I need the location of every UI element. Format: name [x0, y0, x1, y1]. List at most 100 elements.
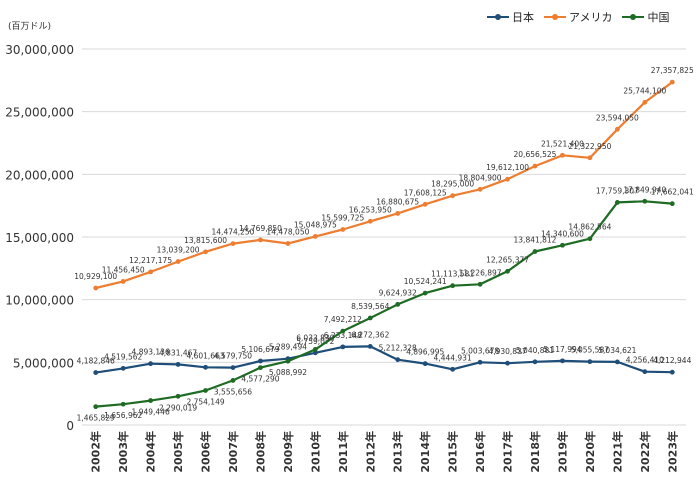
data-label-china: 9,624,932 — [379, 288, 417, 297]
data-point-usa — [395, 211, 401, 216]
data-point-japan — [120, 365, 126, 371]
data-point-usa — [587, 155, 593, 161]
data-label-usa: 14,478,050 — [266, 228, 309, 237]
data-point-japan — [669, 369, 675, 375]
data-point-japan — [505, 360, 510, 366]
data-label-japan: 4,831,467 — [159, 348, 197, 357]
data-label-china: 11,113,581 — [431, 270, 474, 279]
y-unit-label: (百万ドル) — [8, 22, 52, 32]
data-label-china: 6,033,830 — [296, 333, 334, 342]
x-tick-label: 2008年 — [253, 431, 267, 473]
chart-legend: 日本 アメリカ 中国 — [487, 9, 669, 25]
x-tick-label: 2019年 — [555, 431, 569, 473]
data-label-china: 17,849,940 — [623, 185, 666, 194]
data-point-china — [642, 198, 648, 204]
data-label-usa: 15,599,725 — [321, 213, 364, 222]
data-label-usa: 13,815,600 — [184, 236, 227, 245]
data-point-usa — [642, 99, 648, 105]
data-label-japan: 6,272,362 — [351, 330, 389, 339]
data-label-usa: 20,656,525 — [514, 150, 557, 159]
data-label-japan: 4,212,944 — [653, 356, 691, 365]
data-point-japan — [203, 364, 208, 370]
x-tick-label: 2020年 — [583, 431, 597, 473]
data-point-china — [285, 358, 291, 364]
data-label-japan: 4,930,837 — [488, 347, 526, 356]
y-tick-label: 15,000,000 — [5, 231, 74, 245]
data-label-japan: 4,896,995 — [406, 348, 444, 357]
data-label-usa: 19,612,100 — [486, 163, 529, 172]
data-label-china: 10,524,241 — [404, 277, 447, 286]
data-point-china — [560, 242, 565, 248]
data-point-usa — [560, 152, 565, 158]
data-point-japan — [560, 358, 565, 364]
data-label-japan: 5,055,587 — [571, 346, 609, 355]
x-tick-label: 2005年 — [171, 431, 185, 473]
x-tick-label: 2002年 — [89, 431, 103, 473]
data-label-china: 8,539,564 — [351, 302, 389, 311]
data-label-usa: 12,217,175 — [129, 256, 172, 265]
data-point-china — [230, 378, 236, 383]
data-point-china — [669, 201, 675, 207]
data-point-japan — [477, 359, 483, 365]
data-label-japan: 5,003,678 — [461, 346, 499, 355]
data-point-china — [148, 398, 154, 403]
data-label-china: 2,754,149 — [186, 397, 224, 406]
x-tick-label: 2015年 — [446, 431, 460, 473]
data-label-china: 3,555,656 — [214, 387, 252, 396]
data-point-china — [258, 365, 263, 371]
data-point-japan — [587, 359, 593, 365]
data-point-usa — [614, 126, 620, 132]
data-point-china — [450, 283, 456, 289]
data-label-japan: 5,212,328 — [379, 344, 417, 353]
data-label-china: 1,656,962 — [104, 411, 142, 420]
data-label-usa: 14,769,850 — [239, 224, 282, 233]
data-label-china: 14,862,564 — [568, 223, 611, 232]
data-label-usa: 18,804,900 — [459, 173, 502, 182]
data-label-japan: 5,759,072 — [296, 337, 334, 346]
data-point-usa — [93, 285, 99, 291]
data-label-china: 17,662,041 — [651, 188, 694, 197]
x-tick-label: 2012年 — [363, 431, 377, 473]
y-tick-label: 20,000,000 — [5, 168, 74, 182]
data-label-china: 14,340,600 — [541, 229, 584, 238]
x-tick-label: 2016年 — [473, 431, 487, 473]
legend-swatch-china — [622, 12, 645, 22]
series-line-china — [95, 200, 673, 408]
data-point-usa — [477, 186, 483, 192]
data-label-japan: 5,034,621 — [598, 346, 636, 355]
data-point-japan — [93, 370, 99, 375]
data-label-usa: 23,594,050 — [596, 113, 639, 122]
data-point-china — [175, 393, 181, 399]
y-tick-label: 0 — [66, 419, 74, 433]
data-point-china — [505, 268, 510, 274]
data-label-china: 1,949,446 — [132, 408, 170, 417]
data-label-japan: 5,106,679 — [241, 345, 279, 354]
data-label-usa: 21,322,950 — [568, 142, 611, 151]
x-tick-label: 2003年 — [116, 431, 130, 473]
data-point-usa — [450, 193, 456, 199]
data-point-japan — [642, 369, 648, 375]
data-point-china — [422, 290, 428, 296]
y-tick-label: 10,000,000 — [5, 294, 74, 308]
data-label-china: 13,841,812 — [514, 236, 557, 245]
data-point-japan — [175, 362, 181, 367]
data-point-usa — [422, 201, 428, 207]
data-label-japan: 4,182,846 — [77, 357, 115, 366]
data-point-china — [477, 281, 483, 287]
x-tick-label: 2013年 — [391, 431, 405, 473]
data-point-usa — [340, 227, 346, 232]
data-label-japan: 4,893,136 — [132, 348, 170, 357]
data-label-usa: 17,608,125 — [404, 188, 447, 197]
series-line-usa — [95, 81, 673, 290]
data-point-usa — [120, 279, 126, 284]
x-tick-label: 2021年 — [610, 431, 624, 473]
data-label-japan: 6,233,148 — [324, 331, 362, 340]
x-tick-label: 2018年 — [528, 431, 542, 473]
data-point-usa — [285, 241, 291, 246]
x-tick-label: 2017年 — [501, 431, 515, 473]
data-label-japan: 5,289,494 — [269, 343, 307, 352]
data-label-usa: 13,039,200 — [157, 246, 200, 255]
y-tick-label: 25,000,000 — [5, 106, 74, 120]
x-tick-label: 2004年 — [144, 431, 158, 473]
